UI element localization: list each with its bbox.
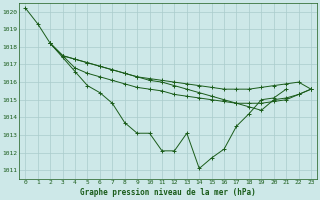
X-axis label: Graphe pression niveau de la mer (hPa): Graphe pression niveau de la mer (hPa) xyxy=(80,188,256,197)
